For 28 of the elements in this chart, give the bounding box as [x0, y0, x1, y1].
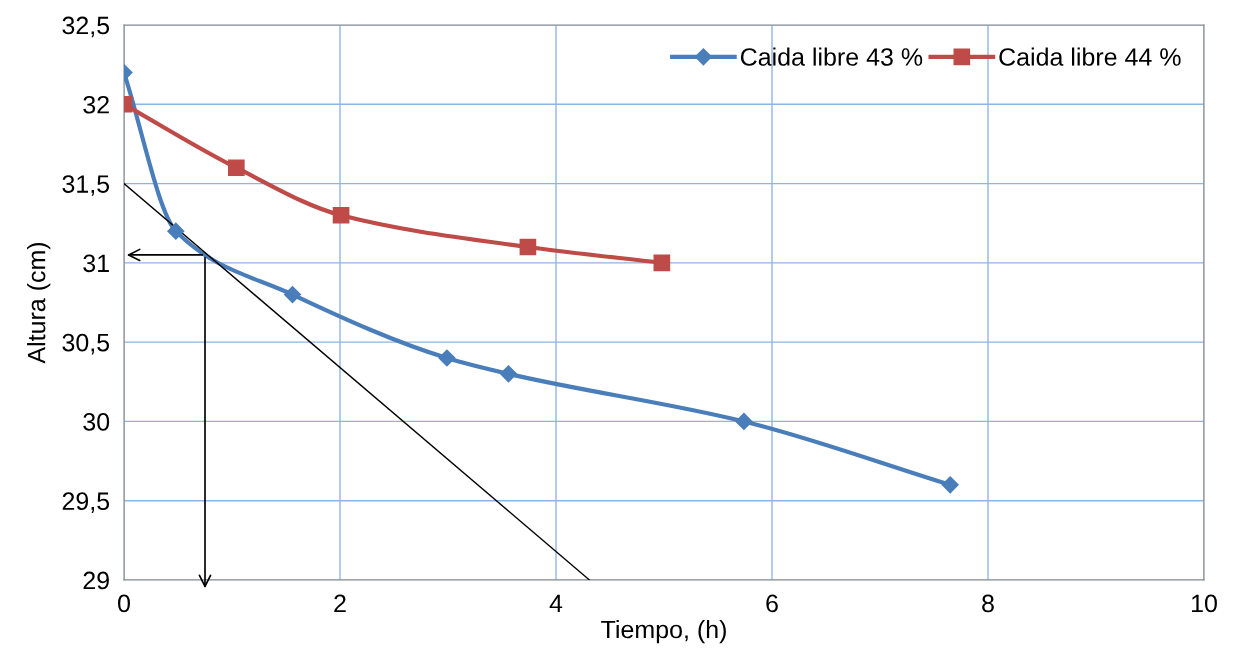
point	[941, 476, 959, 494]
y-tick-label: 29,5	[62, 492, 110, 513]
x-tick-label: 4	[549, 594, 563, 613]
point	[519, 238, 537, 256]
point	[332, 206, 350, 224]
x-tick-label: 0	[118, 594, 130, 613]
point	[499, 365, 518, 383]
y-tick-label: 31,5	[62, 175, 110, 196]
y-tick-label: 30	[83, 413, 110, 431]
legend-label: Caida libre 43 %	[740, 47, 923, 66]
point	[167, 222, 185, 240]
x-tick-label: 2	[334, 594, 346, 613]
x-tick-label: 10	[1192, 594, 1217, 613]
y-tick-label: 30,5	[62, 333, 110, 355]
y-tick-label: 29	[83, 571, 109, 590]
point	[735, 412, 753, 430]
point	[283, 286, 302, 304]
y-tick-label: 32,5	[62, 16, 110, 38]
x-axis-title: Tiempo, (h)	[601, 619, 726, 644]
y-tick-label: 32	[83, 95, 109, 114]
point	[227, 159, 245, 177]
legend-label: Caida libre 44 %	[999, 47, 1181, 66]
point	[653, 254, 671, 272]
x-tick-label: 6	[766, 594, 778, 613]
point	[438, 349, 456, 367]
y-tick-label: 31	[83, 254, 109, 273]
y-axis-title: Altura (cm)	[27, 242, 51, 364]
x-tick-label: 8	[982, 594, 994, 613]
